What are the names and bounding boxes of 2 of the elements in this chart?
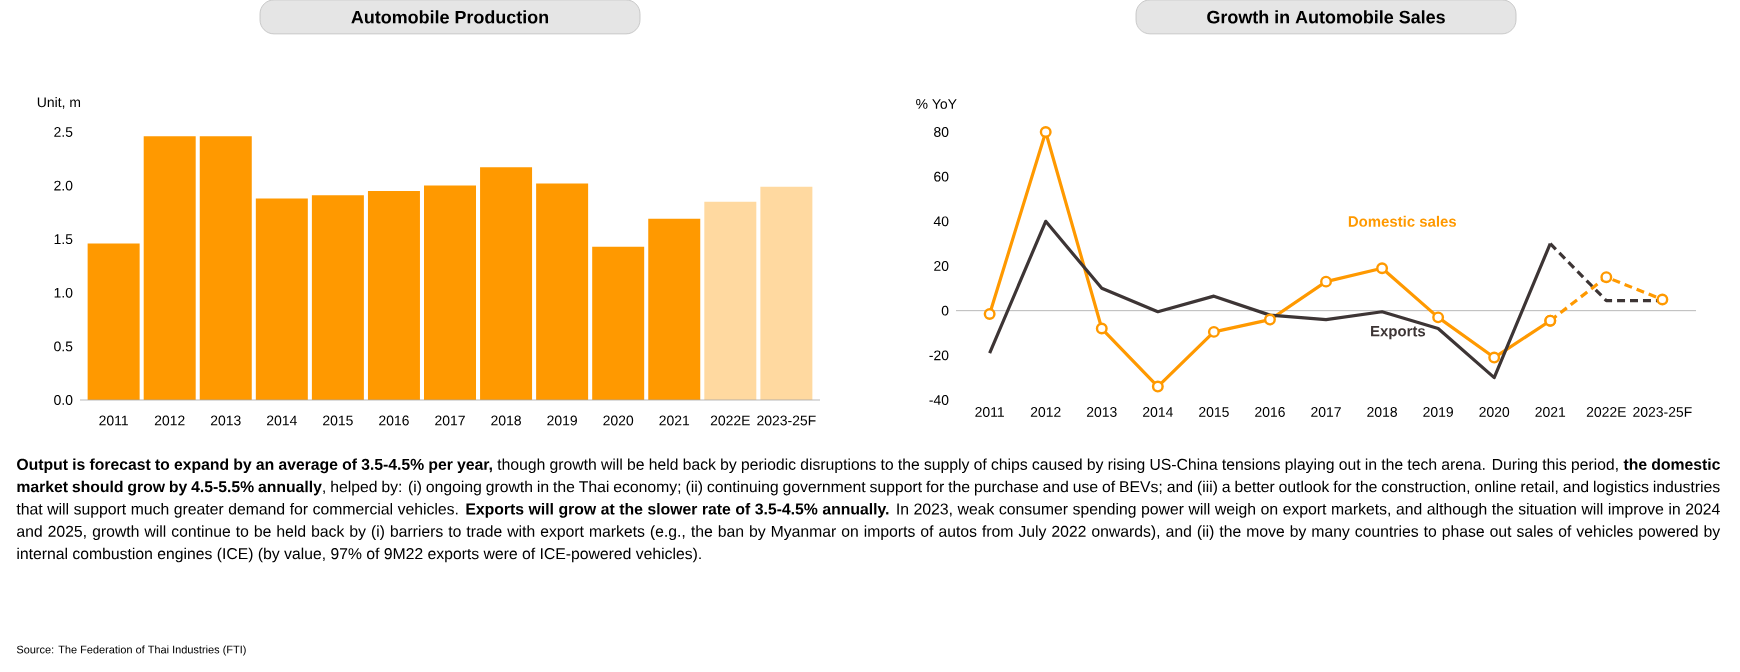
chart-title: Growth in Automobile Sales	[1207, 10, 1445, 24]
chart-title: Automobile Production	[351, 10, 549, 24]
